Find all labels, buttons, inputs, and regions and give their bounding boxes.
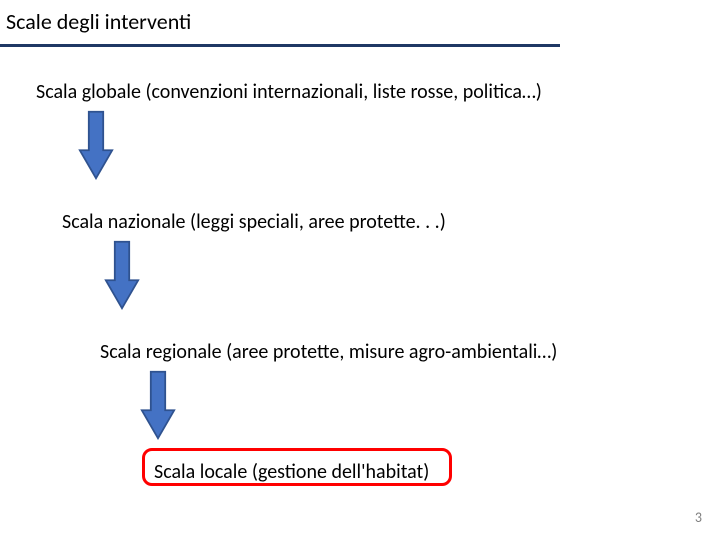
title-underline <box>0 44 560 47</box>
page-number: 3 <box>695 509 702 526</box>
level-text-1: Scala nazionale (leggi speciali, aree pr… <box>62 210 446 234</box>
level-text-2: Scala regionale (aree protette, misure a… <box>100 340 557 364</box>
down-arrow-icon <box>104 240 140 310</box>
level-text-0: Scala globale (convenzioni internazional… <box>36 80 542 104</box>
down-arrow-icon <box>140 370 176 440</box>
slide: Scale degli interventi Scala globale (co… <box>0 0 720 540</box>
page-title: Scale degli interventi <box>6 8 191 35</box>
down-arrow-icon <box>78 110 114 180</box>
highlight-box-local-scale <box>142 448 452 486</box>
